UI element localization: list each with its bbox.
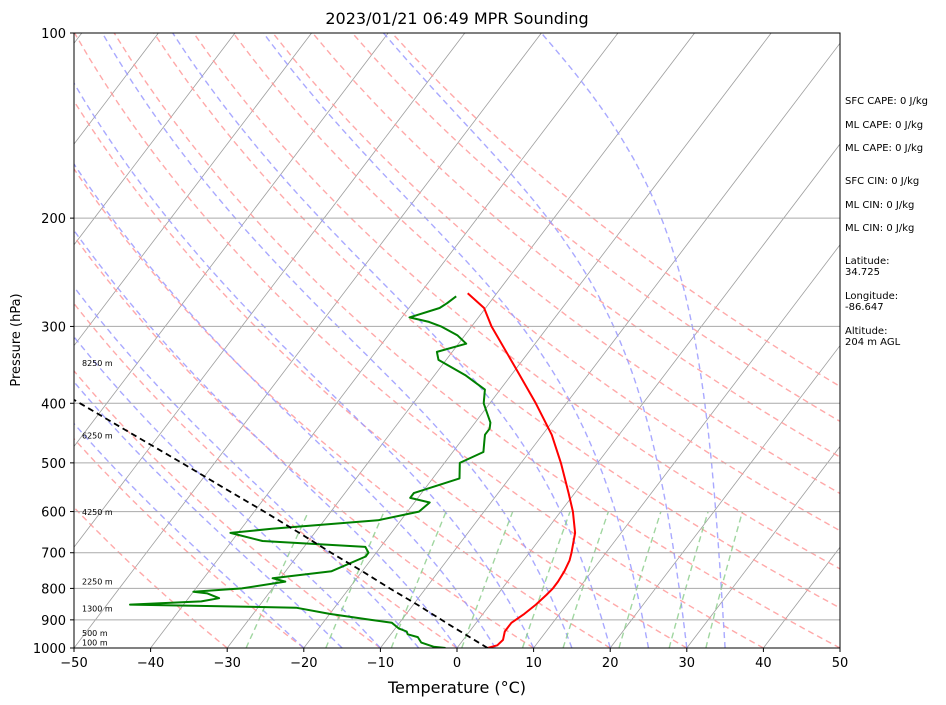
height-label: 100 m [82,639,108,648]
isotherm-line [150,33,619,648]
isotherm-line [74,33,312,347]
x-tick-label: 20 [602,656,619,671]
isotherm-line [74,33,236,246]
dry-adiabat-line [74,369,381,648]
x-axis-label: Temperature (°C) [387,678,526,697]
mixing-ratio-line [390,511,447,648]
x-tick-label: 10 [525,656,542,671]
height-label: 500 m [82,629,108,638]
y-tick-label: 600 [41,506,66,521]
height-label: 1300 m [82,604,113,613]
isotherm-line [686,445,840,648]
y-tick-label: 400 [41,397,66,412]
isotherm-line [456,143,840,648]
height-label: 6250 m [82,431,113,440]
annotation-panel: SFC CAPE: 0 J/kg ML CAPE: 0 J/kg ML CAPE… [845,96,928,348]
y-axis-label: Pressure (hPa) [9,293,24,386]
dry-adiabat-line [74,99,688,648]
y-tick-label: 900 [41,614,66,629]
x-tick-label: −30 [213,656,240,671]
y-tick-label: 500 [41,457,66,472]
isotherm-line [380,42,840,648]
x-tick-label: −50 [60,656,87,671]
isotherm-line [303,33,772,648]
altitude-label: Altitude: [845,326,887,337]
isotherm-line [0,33,5,648]
dry-adiabat-line [193,33,840,570]
y-tick-label: 300 [41,320,66,335]
moist-adiabat-line [172,33,611,648]
dry-adiabat-line [74,33,764,648]
x-tick-label: −20 [290,656,317,671]
x-tick-label: −40 [137,656,164,671]
y-tick-label: 700 [41,547,66,562]
y-tick-label: 800 [41,582,66,597]
isotherm-line [609,344,840,648]
dry-adiabat-line [74,167,611,648]
moist-adiabat-line [74,380,343,648]
dry-adiabat-line [272,33,840,495]
latitude-value: 34.725 [845,267,880,278]
isotherm-line [74,33,466,548]
mixing-ratio-line [521,511,571,648]
ml-cin-text-2: ML CIN: 0 J/kg [845,223,914,234]
dry-adiabat-line [74,235,534,648]
dry-adiabat-line [113,33,840,648]
pressure-gridlines [74,33,840,648]
x-tick-label: 30 [679,656,696,671]
height-label: 2250 m [82,578,113,587]
height-label: 4250 m [82,508,113,517]
moist-adiabat-line [74,285,420,648]
dry-adiabat-line [312,33,840,458]
series-layer [74,292,577,648]
longitude-label: Longitude: [845,291,898,302]
ml-cin-text: ML CIN: 0 J/kg [845,200,914,211]
dry-adiabat-line [232,33,840,532]
height-label: 8250 m [82,359,113,368]
isotherm-line [74,33,159,145]
chart-title: 2023/01/21 06:49 MPR Sounding [325,9,588,28]
background-lines [0,33,840,648]
y-tick-label: 100 [41,27,66,42]
moist-adiabat-line [262,33,650,648]
y-tick-label: 1000 [33,642,66,657]
isotherm-line [533,244,840,648]
y-tick-label: 200 [41,212,66,227]
ml-cape-text-2: ML CAPE: 0 J/kg [845,143,923,154]
sfc-cin-text: SFC CIN: 0 J/kg [845,176,919,187]
dewpoint-profile-line [129,295,492,648]
isotherm-line [74,33,389,448]
dry-adiabat-line [74,302,458,648]
dry-adiabat-line [351,33,840,423]
moist-adiabat-line [540,33,726,648]
longitude-value: -86.647 [845,302,884,313]
sfc-cape-text: SFC CAPE: 0 J/kg [845,96,928,107]
x-tick-label: 50 [832,656,849,671]
x-tick-label: −10 [367,656,394,671]
x-tick-label: 0 [453,656,461,671]
x-axis-ticks: −50 −40 −30 −20 −10 0 10 20 30 40 50 [60,648,848,671]
temperature-profile-line [467,292,577,648]
altitude-value: 204 m AGL [845,337,901,348]
y-axis-ticks: 1000 900 800 700 600 500 400 300 200 100 [33,27,74,657]
dry-adiabat-line [153,33,840,609]
isotherm-line [74,33,542,648]
moist-adiabat-line [101,33,573,648]
latitude-label: Latitude: [845,256,890,267]
moist-adiabat-line [74,422,305,648]
ml-cape-text: ML CAPE: 0 J/kg [845,120,923,131]
moist-adiabat-line [74,229,458,648]
moist-adiabat-line [74,162,496,648]
dry-adiabat-line [74,437,305,648]
dry-adiabat-line [74,506,228,648]
isotherm-line [226,33,695,648]
moist-adiabat-line [74,335,381,648]
x-tick-label: 40 [755,656,772,671]
plot-frame [73,32,841,649]
parcel-profile-line [74,398,489,648]
moist-adiabat-line [74,81,535,648]
